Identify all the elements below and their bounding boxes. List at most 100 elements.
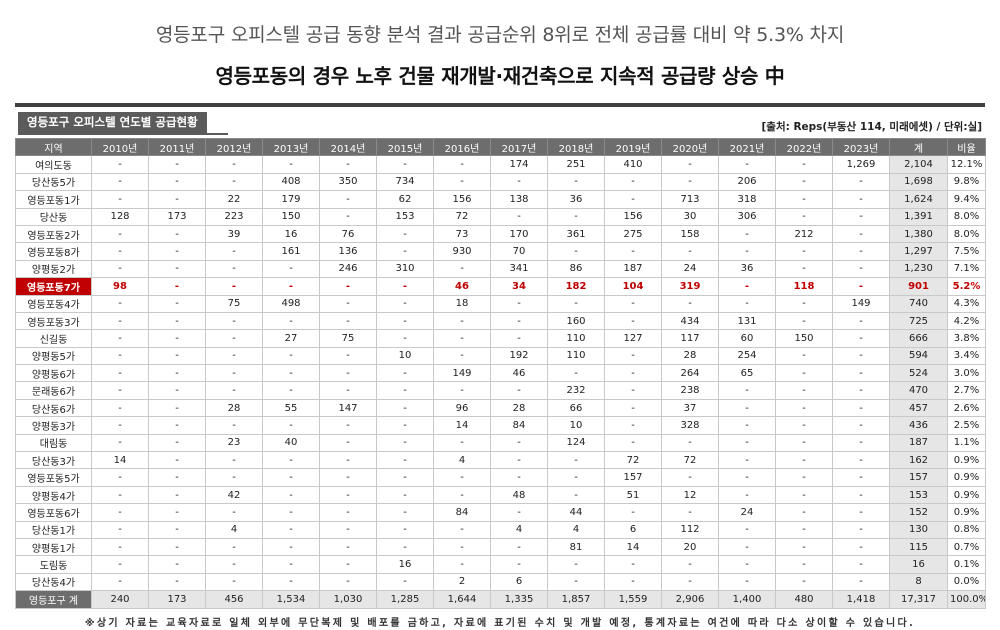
value-cell: - bbox=[319, 555, 377, 574]
value-cell: - bbox=[604, 311, 662, 331]
sum-cell: 8 bbox=[889, 572, 948, 592]
column-header: 지역 bbox=[15, 137, 92, 157]
value-cell: - bbox=[205, 468, 263, 487]
value-cell: 156 bbox=[604, 207, 662, 226]
value-cell: 4 bbox=[490, 520, 548, 539]
value-cell: 37 bbox=[661, 398, 719, 418]
value-cell: 498 bbox=[262, 294, 320, 313]
value-cell: - bbox=[490, 433, 548, 453]
region-cell: 영등포동6가 bbox=[15, 503, 92, 522]
value-cell: 161 bbox=[262, 242, 320, 261]
value-cell: - bbox=[262, 346, 320, 366]
value-cell: - bbox=[319, 537, 377, 557]
ratio-cell: 3.4% bbox=[947, 346, 986, 366]
value-cell: 72 bbox=[661, 451, 719, 470]
table-row: 영등포동4가 - -75 498- -18- - - - - -149 740 4.3% bbox=[15, 294, 986, 313]
value-cell: - bbox=[718, 485, 776, 505]
table-row: 영등포동2가 - -39 16 76-73 170 361 275 158-212-1,380 8… bbox=[15, 224, 986, 244]
value-cell: 1,030 bbox=[319, 590, 377, 609]
value-cell: 14 bbox=[604, 537, 662, 557]
value-cell: 14 bbox=[91, 451, 149, 470]
value-cell: 1,644 bbox=[433, 590, 491, 609]
value-cell: 240 bbox=[91, 590, 149, 609]
value-cell: - bbox=[376, 398, 434, 418]
value-cell: 734 bbox=[376, 172, 434, 192]
value-cell: 173 bbox=[148, 207, 206, 226]
table-row: 양평동3가 - - - - - -14 84 10-328- - -436 2.5% bbox=[15, 416, 986, 435]
value-cell: - bbox=[490, 311, 548, 331]
value-cell: - bbox=[91, 398, 149, 418]
region-cell: 영등포동3가 bbox=[15, 311, 92, 331]
value-cell: 81 bbox=[547, 537, 605, 557]
value-cell: - bbox=[490, 468, 548, 487]
value-cell: 84 bbox=[433, 503, 491, 522]
value-cell: - bbox=[547, 294, 605, 313]
value-cell: - bbox=[718, 277, 776, 296]
value-cell: 150 bbox=[262, 207, 320, 226]
region-cell: 여의도동 bbox=[15, 155, 92, 174]
value-cell: - bbox=[91, 294, 149, 313]
value-cell: 2,906 bbox=[661, 590, 719, 609]
value-cell: - bbox=[319, 364, 377, 383]
value-cell: 212 bbox=[775, 224, 833, 244]
value-cell: - bbox=[148, 172, 206, 192]
value-cell: - bbox=[775, 416, 833, 435]
value-cell: - bbox=[832, 346, 890, 366]
value-cell: 149 bbox=[832, 294, 890, 313]
value-cell: - bbox=[775, 520, 833, 539]
value-cell: - bbox=[832, 364, 890, 383]
region-cell: 영등포동8가 bbox=[15, 242, 92, 261]
value-cell: - bbox=[376, 381, 434, 400]
value-cell: - bbox=[148, 224, 206, 244]
ratio-cell: 3.8% bbox=[947, 329, 986, 348]
ratio-cell: 2.7% bbox=[947, 381, 986, 400]
ratio-cell: 0.9% bbox=[947, 451, 986, 470]
value-cell: - bbox=[319, 451, 377, 470]
value-cell: 264 bbox=[661, 364, 719, 383]
value-cell: - bbox=[775, 172, 833, 192]
headline-secondary: 영등포동의 경우 노후 건물 재개발·재건축으로 지속적 공급량 상승 中 bbox=[215, 64, 785, 88]
value-cell: - bbox=[148, 537, 206, 557]
value-cell: - bbox=[319, 277, 377, 296]
value-cell: - bbox=[775, 294, 833, 313]
table-row: 양평동2가 - - - -246 310-341 86 187 24 36- -1,230 7.1% bbox=[15, 259, 986, 279]
value-cell: - bbox=[148, 329, 206, 348]
value-cell: 192 bbox=[490, 346, 548, 366]
value-cell: - bbox=[832, 451, 890, 470]
value-cell: - bbox=[775, 190, 833, 209]
value-cell: - bbox=[604, 503, 662, 522]
column-header: 2018년 bbox=[547, 137, 605, 157]
ratio-cell: 0.8% bbox=[947, 520, 986, 539]
value-cell: 36 bbox=[547, 190, 605, 209]
value-cell: 156 bbox=[433, 190, 491, 209]
value-cell: 60 bbox=[718, 329, 776, 348]
ratio-cell: 0.7% bbox=[947, 537, 986, 557]
column-header: 2016년 bbox=[433, 137, 491, 157]
value-cell: - bbox=[775, 311, 833, 331]
value-cell: - bbox=[205, 329, 263, 348]
value-cell: - bbox=[490, 537, 548, 557]
value-cell: - bbox=[148, 503, 206, 522]
region-cell: 당산동6가 bbox=[15, 398, 92, 418]
table-row: 대림동 - -23 40- - - -124- - - - -187 1.1% bbox=[15, 433, 986, 453]
column-header: 2022년 bbox=[775, 137, 833, 157]
value-cell: - bbox=[262, 468, 320, 487]
headline-primary: 영등포구 오피스텔 공급 동향 분석 결과 공급순위 8위로 전체 공급률 대비… bbox=[155, 24, 845, 46]
value-cell: - bbox=[91, 259, 149, 279]
ratio-cell: 100.0% bbox=[947, 590, 986, 609]
table-row: 당산동4가 - - - - - -2 6- - - - - -8 0.0% bbox=[15, 572, 986, 592]
ratio-cell: 9.8% bbox=[947, 172, 986, 192]
table-row: 문래동6가 - - - - - - - -232-238- - -470 2.7% bbox=[15, 381, 986, 400]
value-cell: - bbox=[433, 155, 491, 174]
value-cell: 39 bbox=[205, 224, 263, 244]
value-cell: - bbox=[262, 364, 320, 383]
value-cell: - bbox=[832, 416, 890, 435]
value-cell: 328 bbox=[661, 416, 719, 435]
region-cell: 당산동 bbox=[15, 207, 92, 226]
sum-cell: 594 bbox=[889, 346, 948, 366]
value-cell: - bbox=[547, 364, 605, 383]
table-title-underline bbox=[18, 133, 228, 135]
value-cell: - bbox=[661, 242, 719, 261]
value-cell: - bbox=[490, 555, 548, 574]
ratio-cell: 0.9% bbox=[947, 468, 986, 487]
